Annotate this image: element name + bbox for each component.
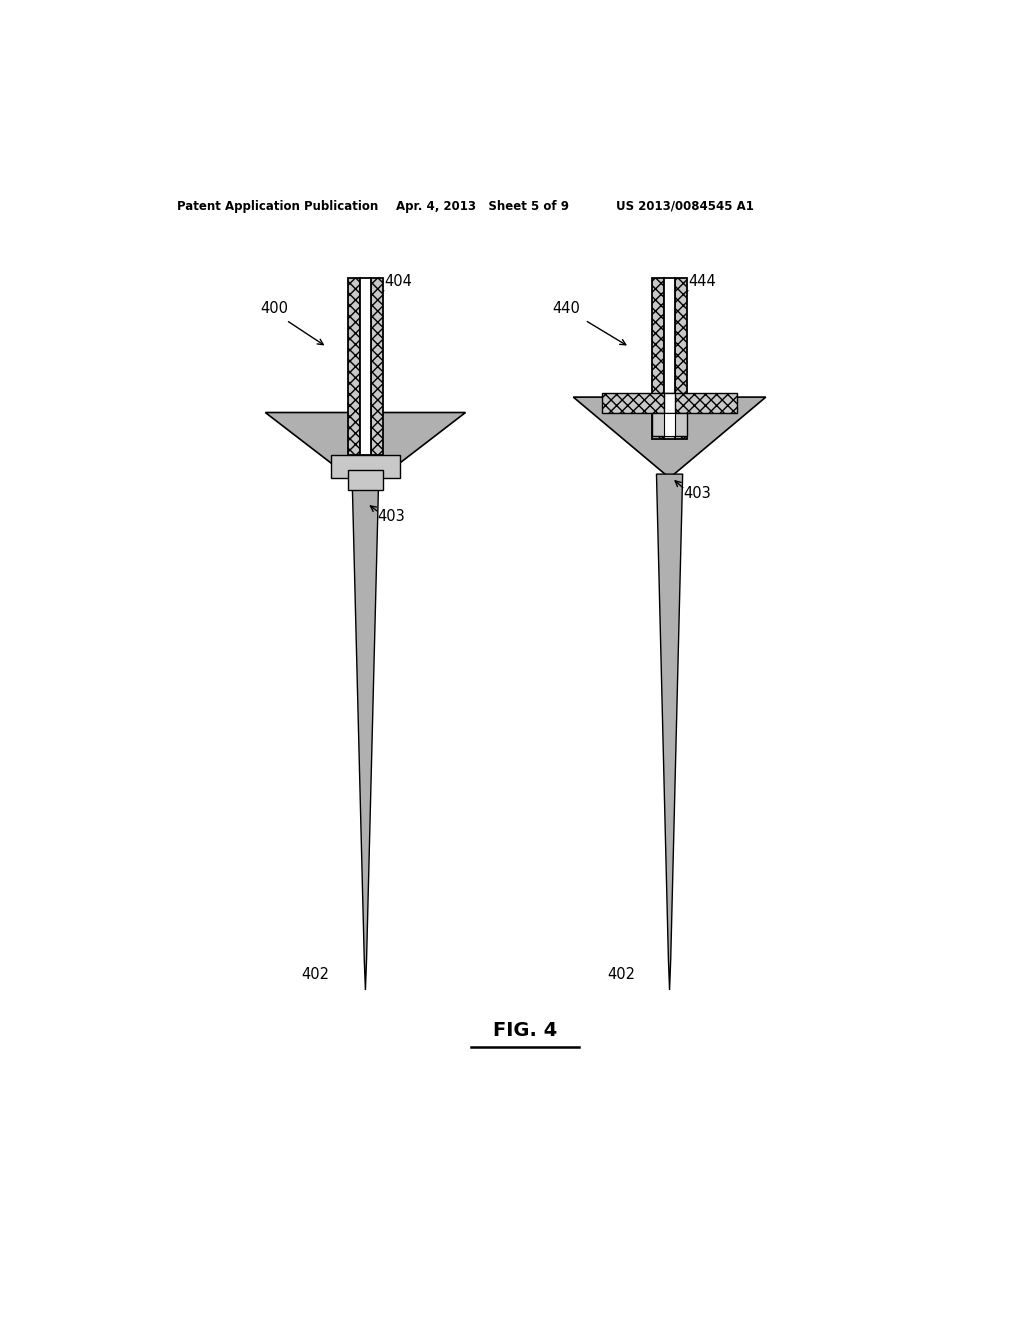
Bar bbox=[652, 277, 664, 440]
Bar bbox=[664, 277, 676, 440]
Text: Apr. 4, 2013   Sheet 5 of 9: Apr. 4, 2013 Sheet 5 of 9 bbox=[396, 199, 569, 213]
Text: US 2013/0084545 A1: US 2013/0084545 A1 bbox=[615, 199, 754, 213]
Text: 444: 444 bbox=[689, 275, 717, 289]
Text: FIG. 4: FIG. 4 bbox=[493, 1022, 557, 1040]
Bar bbox=[359, 277, 371, 455]
Text: 404: 404 bbox=[385, 275, 413, 289]
Text: 440: 440 bbox=[553, 301, 581, 315]
Bar bbox=[331, 455, 400, 478]
Text: 403: 403 bbox=[377, 510, 404, 524]
Bar bbox=[602, 393, 737, 412]
Polygon shape bbox=[265, 412, 466, 490]
Bar bbox=[652, 413, 687, 436]
Bar bbox=[371, 277, 383, 455]
Bar bbox=[348, 277, 359, 455]
Text: 402: 402 bbox=[607, 968, 635, 982]
Bar bbox=[664, 413, 676, 436]
Text: 402: 402 bbox=[301, 968, 330, 982]
Polygon shape bbox=[352, 486, 379, 990]
Text: Patent Application Publication: Patent Application Publication bbox=[177, 199, 378, 213]
Text: 403: 403 bbox=[683, 486, 712, 500]
Bar bbox=[348, 470, 383, 490]
Polygon shape bbox=[656, 474, 683, 990]
Bar bbox=[676, 277, 687, 440]
Text: 400: 400 bbox=[260, 301, 288, 315]
Polygon shape bbox=[573, 397, 766, 478]
Bar bbox=[664, 393, 676, 412]
